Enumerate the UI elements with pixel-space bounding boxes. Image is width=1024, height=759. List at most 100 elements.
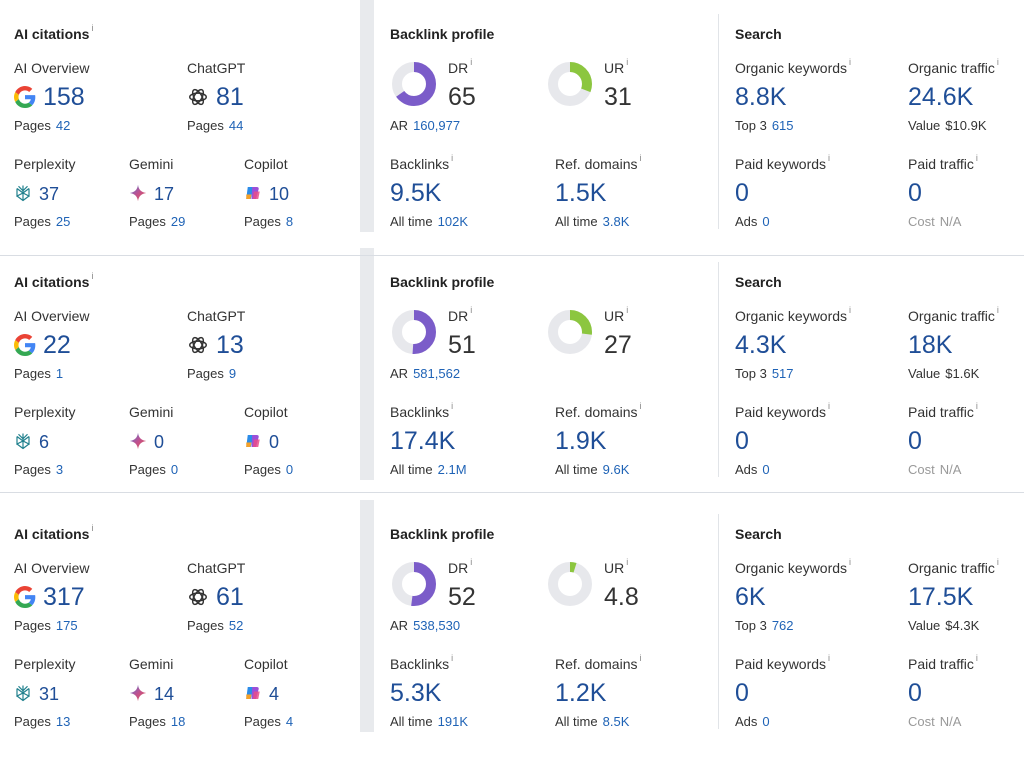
perplexity-pages-value[interactable]: 13 bbox=[55, 714, 71, 729]
backlinks-all-time-value[interactable]: 2.1M bbox=[437, 462, 467, 477]
top3-value[interactable]: 517 bbox=[771, 366, 794, 381]
paid-keywords-value[interactable]: 0 bbox=[735, 179, 749, 207]
paid-keywords-value[interactable]: 0 bbox=[735, 427, 749, 455]
ai-overview-pages-value[interactable]: 175 bbox=[55, 618, 78, 633]
ai-overview-pages-value[interactable]: 42 bbox=[55, 118, 71, 133]
info-icon[interactable]: i bbox=[828, 653, 831, 663]
ai-overview-count[interactable]: 158 bbox=[43, 83, 85, 111]
info-icon[interactable]: i bbox=[470, 305, 473, 315]
perplexity-count[interactable]: 37 bbox=[39, 184, 60, 204]
gemini-count[interactable]: 14 bbox=[154, 684, 175, 704]
info-icon[interactable]: i bbox=[451, 153, 454, 163]
chatgpt-count[interactable]: 81 bbox=[216, 83, 244, 111]
copilot-pages-value[interactable]: 8 bbox=[285, 214, 294, 229]
organic-traffic-value[interactable]: 24.6K bbox=[908, 83, 974, 111]
info-icon[interactable]: i bbox=[975, 653, 978, 663]
info-icon[interactable]: i bbox=[91, 523, 94, 533]
info-icon[interactable]: i bbox=[975, 401, 978, 411]
perplexity-count[interactable]: 6 bbox=[39, 432, 50, 452]
info-icon[interactable]: i bbox=[849, 305, 852, 315]
ref-domains-value[interactable]: 1.2K bbox=[555, 679, 607, 707]
backlinks-all-time-value[interactable]: 102K bbox=[437, 214, 468, 229]
info-icon[interactable]: i bbox=[996, 57, 999, 67]
ads-value[interactable]: 0 bbox=[762, 714, 770, 729]
dr-donut-chart bbox=[392, 62, 436, 106]
backlinks-value[interactable]: 9.5K bbox=[390, 179, 442, 207]
ai-overview-count[interactable]: 22 bbox=[43, 331, 71, 359]
top3-value[interactable]: 615 bbox=[771, 118, 794, 133]
block-separator bbox=[0, 255, 1024, 256]
info-icon[interactable]: i bbox=[626, 305, 629, 315]
info-icon[interactable]: i bbox=[639, 653, 642, 663]
gemini-pages: Pages 29 bbox=[129, 214, 186, 229]
perplexity-pages: Pages 13 bbox=[14, 714, 71, 729]
copilot-pages-value[interactable]: 4 bbox=[285, 714, 294, 729]
chatgpt-count[interactable]: 13 bbox=[216, 331, 244, 359]
organic-traffic-label: Organic traffic i bbox=[908, 57, 999, 76]
backlinks-value[interactable]: 5.3K bbox=[390, 679, 442, 707]
ar-value[interactable]: 581,562 bbox=[413, 366, 461, 381]
ai-overview-pages-value[interactable]: 1 bbox=[55, 366, 64, 381]
gemini-pages-value[interactable]: 18 bbox=[170, 714, 186, 729]
organic-keywords-value[interactable]: 8.8K bbox=[735, 83, 787, 111]
paid-traffic-value[interactable]: 0 bbox=[908, 179, 922, 207]
organic-traffic-value[interactable]: 18K bbox=[908, 331, 953, 359]
info-icon[interactable]: i bbox=[470, 557, 473, 567]
ar-value[interactable]: 538,530 bbox=[413, 618, 461, 633]
info-icon[interactable]: i bbox=[975, 153, 978, 163]
organic-traffic-value[interactable]: 17.5K bbox=[908, 583, 974, 611]
backlink-profile-heading: Backlink profile bbox=[390, 526, 495, 542]
chatgpt-pages-value[interactable]: 9 bbox=[228, 366, 237, 381]
perplexity-pages-value[interactable]: 25 bbox=[55, 214, 71, 229]
perplexity-pages-value[interactable]: 3 bbox=[55, 462, 64, 477]
ads-value[interactable]: 0 bbox=[762, 214, 770, 229]
perplexity-count[interactable]: 31 bbox=[39, 684, 60, 704]
paid-traffic-value[interactable]: 0 bbox=[908, 679, 922, 707]
gemini-pages-value[interactable]: 0 bbox=[170, 462, 179, 477]
ref-domains-all-time-value[interactable]: 8.5K bbox=[602, 714, 630, 729]
gemini-count[interactable]: 17 bbox=[154, 184, 175, 204]
info-icon[interactable]: i bbox=[849, 57, 852, 67]
info-icon[interactable]: i bbox=[996, 557, 999, 567]
block-separator bbox=[0, 492, 1024, 493]
info-icon[interactable]: i bbox=[639, 153, 642, 163]
ai-overview-count[interactable]: 317 bbox=[43, 583, 85, 611]
organic-keywords-value[interactable]: 4.3K bbox=[735, 331, 787, 359]
top3-value[interactable]: 762 bbox=[771, 618, 794, 633]
copilot-pages-value[interactable]: 0 bbox=[285, 462, 294, 477]
info-icon[interactable]: i bbox=[849, 557, 852, 567]
copilot-count[interactable]: 10 bbox=[269, 184, 290, 204]
organic-keywords-value[interactable]: 6K bbox=[735, 583, 766, 611]
ads-value[interactable]: 0 bbox=[762, 462, 770, 477]
chatgpt-count[interactable]: 61 bbox=[216, 583, 244, 611]
paid-keywords-value[interactable]: 0 bbox=[735, 679, 749, 707]
ar-value[interactable]: 160,977 bbox=[413, 118, 461, 133]
info-icon[interactable]: i bbox=[828, 401, 831, 411]
info-icon[interactable]: i bbox=[91, 23, 94, 33]
info-icon[interactable]: i bbox=[996, 305, 999, 315]
paid-traffic-value[interactable]: 0 bbox=[908, 427, 922, 455]
ref-domains-all-time-value[interactable]: 9.6K bbox=[602, 462, 630, 477]
ref-domains-value[interactable]: 1.9K bbox=[555, 427, 607, 455]
copilot-count[interactable]: 0 bbox=[269, 432, 280, 452]
info-icon[interactable]: i bbox=[451, 653, 454, 663]
chatgpt-pages-value[interactable]: 52 bbox=[228, 618, 244, 633]
info-icon[interactable]: i bbox=[626, 57, 629, 67]
organic-keywords-label: Organic keywords i bbox=[735, 557, 852, 576]
info-icon[interactable]: i bbox=[626, 557, 629, 567]
gemini-pages: Pages 18 bbox=[129, 714, 186, 729]
copilot-count[interactable]: 4 bbox=[269, 684, 280, 704]
chatgpt-pages-value[interactable]: 44 bbox=[228, 118, 244, 133]
info-icon[interactable]: i bbox=[91, 271, 94, 281]
search-heading: Search bbox=[735, 274, 782, 290]
ref-domains-value[interactable]: 1.5K bbox=[555, 179, 607, 207]
ref-domains-all-time-value[interactable]: 3.8K bbox=[602, 214, 630, 229]
info-icon[interactable]: i bbox=[470, 57, 473, 67]
backlinks-value[interactable]: 17.4K bbox=[390, 427, 456, 455]
info-icon[interactable]: i bbox=[639, 401, 642, 411]
info-icon[interactable]: i bbox=[828, 153, 831, 163]
info-icon[interactable]: i bbox=[451, 401, 454, 411]
backlinks-all-time-value[interactable]: 191K bbox=[437, 714, 468, 729]
gemini-count[interactable]: 0 bbox=[154, 432, 165, 452]
gemini-pages-value[interactable]: 29 bbox=[170, 214, 186, 229]
